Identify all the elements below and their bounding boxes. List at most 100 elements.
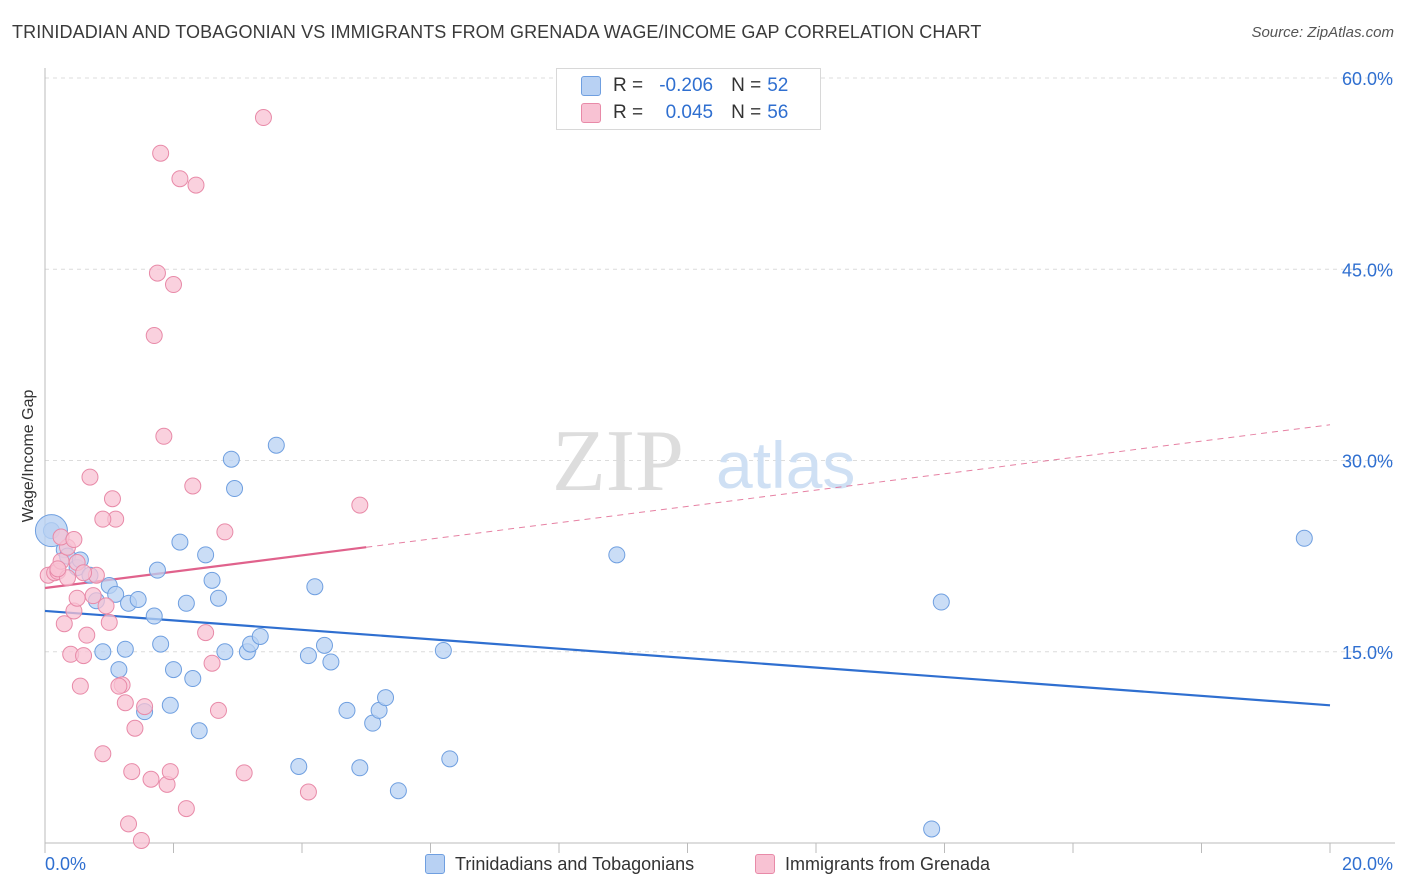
point-grenada [161,763,179,781]
point-trinidadians [923,820,941,838]
trend-lines [44,424,1331,707]
point-trinidadians [165,661,182,679]
point-trinidadians [306,578,324,596]
point-grenada [142,770,160,788]
point-grenada [187,176,205,194]
point-grenada [132,831,150,849]
point-trinidadians [129,590,147,608]
point-trinidadians [184,670,202,688]
point-grenada [203,654,221,672]
point-grenada [75,647,93,665]
legend-label-grenada: Immigrants from Grenada [785,853,991,874]
point-trinidadians [197,546,215,564]
point-trinidadians [177,594,195,612]
point-grenada [49,560,67,578]
point-grenada [94,745,112,763]
legend-swatch-pink [581,103,601,123]
point-grenada [55,615,73,633]
point-trinidadians [434,641,452,659]
point-grenada [136,698,154,716]
legend-row-blue: R = -0.206 N = 52 [581,74,788,98]
tick-labels: 15.0% 30.0% 45.0% 60.0% 0.0% 20.0% [45,69,1393,874]
point-grenada [120,815,138,833]
point-trinidadians [290,758,308,775]
r-label: R = [613,75,644,96]
point-trinidadians [203,571,221,589]
point-trinidadians [226,480,244,498]
point-grenada [152,144,170,162]
point-trinidadians [377,689,395,707]
point-grenada [254,109,272,127]
point-trinidadians [216,643,234,661]
y-tick-label: 30.0% [1342,452,1393,472]
source-note: Source: ZipAtlas.com [1251,24,1394,41]
point-grenada [184,477,202,495]
point-grenada [103,490,121,508]
point-trinidadians [116,640,134,658]
point-trinidadians [1295,529,1313,547]
point-trinidadians [161,696,179,714]
n-label: N = [731,75,762,96]
r-label: R = [613,102,644,123]
data-points [34,109,1313,849]
point-trinidadians [110,661,128,679]
point-grenada [84,587,102,605]
point-trinidadians [171,533,189,551]
legend-item-trinidadians[interactable]: Trinidadians and Tobagonians [425,852,694,876]
point-grenada [216,523,234,541]
point-grenada [97,597,115,615]
point-grenada [171,170,189,188]
point-grenada [351,496,369,514]
point-trinidadians [267,436,285,454]
point-trinidadians [441,750,459,768]
legend-item-grenada[interactable]: Immigrants from Grenada [755,852,990,876]
point-grenada [197,624,215,642]
point-grenada [75,564,93,582]
axes [44,68,1395,853]
point-trinidadians [351,759,369,777]
y-axis-label: Wage/Income Gap [20,390,37,523]
point-trinidadians [145,607,163,625]
chart-title: TRINIDADIAN AND TOBAGONIAN VS IMMIGRANTS… [12,22,982,42]
point-grenada [155,427,173,445]
legend-swatch-blue [581,76,601,96]
point-grenada [177,800,195,818]
point-trinidadians [94,643,112,661]
point-trinidadians [107,585,125,603]
point-grenada [110,677,128,695]
trend-line-trinidadians [44,609,1331,707]
point-grenada [123,763,141,781]
x-tick-label: 20.0% [1342,854,1393,874]
watermark-atlas: atlas [716,428,855,502]
point-trinidadians [389,782,407,800]
correlation-legend: R = -0.206 N = 52 R = 0.045 N = 56 [556,68,821,130]
point-grenada [81,468,99,486]
point-grenada [94,510,112,528]
point-grenada [100,613,118,631]
y-tick-label: 45.0% [1342,260,1393,280]
n-value-blue: 52 [767,75,789,96]
r-value-pink: 0.045 [665,102,714,123]
n-value-pink: 56 [767,102,789,123]
legend-swatch-blue [425,854,445,874]
point-trinidadians [222,450,240,468]
point-grenada [65,531,83,549]
point-trinidadians [322,653,340,671]
point-trinidadians [338,701,356,719]
point-trinidadians [251,627,269,645]
y-tick-label: 15.0% [1342,643,1393,663]
point-grenada [126,719,144,737]
point-grenada [165,276,182,294]
point-trinidadians [608,546,626,564]
point-grenada [78,626,96,644]
point-trinidadians [209,589,227,607]
watermark: ZIP atlas [552,413,855,510]
point-trinidadians [190,722,208,740]
point-trinidadians [299,647,317,665]
point-trinidadians [932,593,950,611]
point-trinidadians [315,636,333,654]
watermark-zip: ZIP [552,413,684,510]
n-label: N = [731,102,762,123]
point-trinidadians [148,561,166,579]
